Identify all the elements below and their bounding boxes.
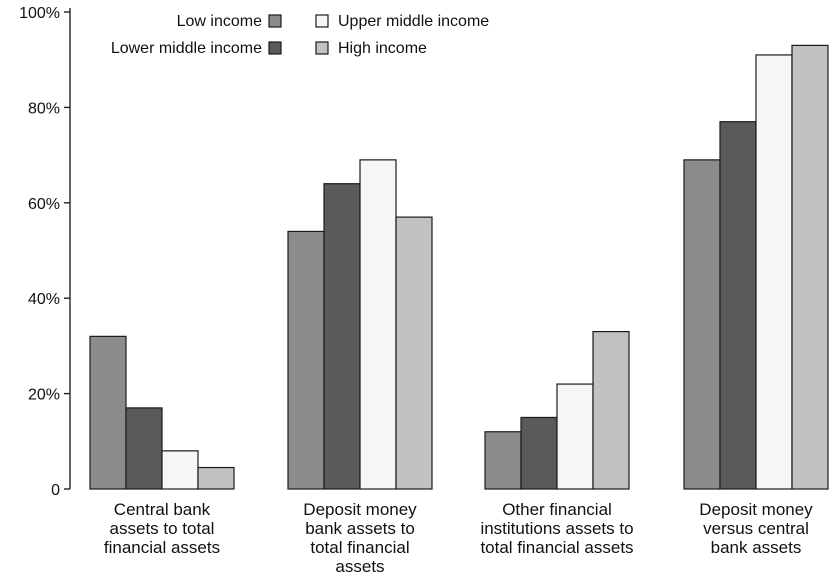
bar — [755, 54, 793, 490]
bar — [89, 335, 127, 490]
bar — [484, 431, 522, 490]
bar — [395, 216, 433, 490]
category-label-line: assets to total — [110, 519, 215, 538]
legend-label: Low income — [177, 13, 262, 30]
category-label-line: institutions assets to — [480, 519, 633, 538]
y-tick-labels: 0 20% 40% 60% 80% 100% — [19, 5, 60, 499]
bars — [89, 44, 829, 490]
bar — [683, 159, 721, 490]
category-label-line: bank assets — [711, 538, 802, 557]
bar — [719, 121, 757, 490]
bar — [287, 230, 325, 490]
legend-label: High income — [338, 40, 427, 57]
bar — [556, 383, 594, 490]
bar — [161, 450, 199, 490]
legend-swatch — [315, 14, 329, 28]
category-label-line: bank assets to — [305, 519, 415, 538]
category-label: Deposit money versus central bank assets — [699, 500, 813, 557]
legend-swatch — [268, 14, 282, 28]
category-label: Central bank assets to total financial ass… — [104, 500, 220, 557]
category-label: Deposit money bank assets to total financi… — [303, 500, 417, 576]
category-label-line: Deposit money — [699, 500, 813, 519]
category-labels: Central bank assets to total financial ass… — [104, 500, 813, 576]
category-label-line: total financial — [310, 538, 409, 557]
axes — [64, 8, 71, 490]
y-tick-label: 40% — [28, 291, 60, 308]
y-tick-label: 20% — [28, 387, 60, 404]
category-label-line: financial assets — [104, 538, 220, 557]
y-tick-label: 0 — [51, 482, 60, 499]
category-label: Other financial institutions assets to tot… — [480, 500, 633, 557]
y-tick-label: 60% — [28, 196, 60, 213]
bar — [791, 44, 829, 490]
bar — [323, 183, 361, 490]
category-label-line: assets — [335, 557, 384, 576]
legend-label: Lower middle income — [111, 40, 262, 57]
bar — [125, 407, 163, 490]
bar — [197, 466, 235, 490]
bar — [592, 330, 630, 490]
category-label-line: Deposit money — [303, 500, 417, 519]
bar — [520, 416, 558, 490]
y-tick-label: 80% — [28, 100, 60, 117]
legend-swatch — [315, 41, 329, 55]
legend-swatch — [268, 41, 282, 55]
category-label-line: total financial assets — [480, 538, 633, 557]
y-tick-label: 100% — [19, 5, 60, 22]
legend: Low income Lower middle income Upper middl… — [111, 13, 489, 57]
category-label-line: versus central — [703, 519, 809, 538]
category-label-line: Central bank — [114, 500, 211, 519]
bar — [359, 159, 397, 490]
legend-label: Upper middle income — [338, 13, 489, 30]
category-label-line: Other financial — [502, 500, 612, 519]
